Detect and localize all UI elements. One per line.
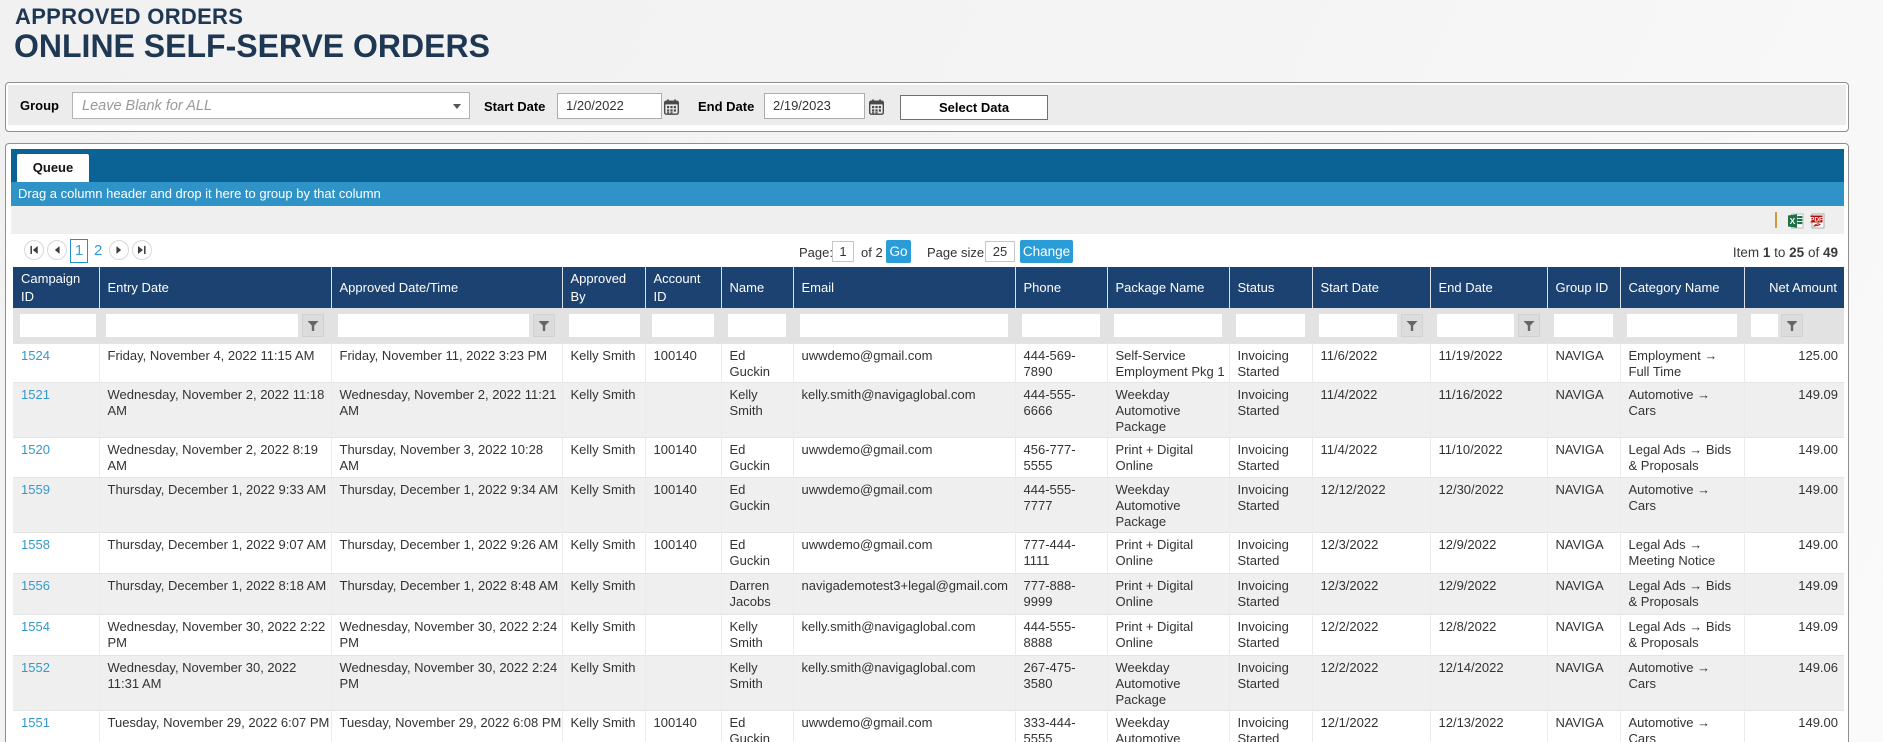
- svg-text:X: X: [1790, 216, 1796, 226]
- svg-text:PDF: PDF: [1810, 217, 1823, 224]
